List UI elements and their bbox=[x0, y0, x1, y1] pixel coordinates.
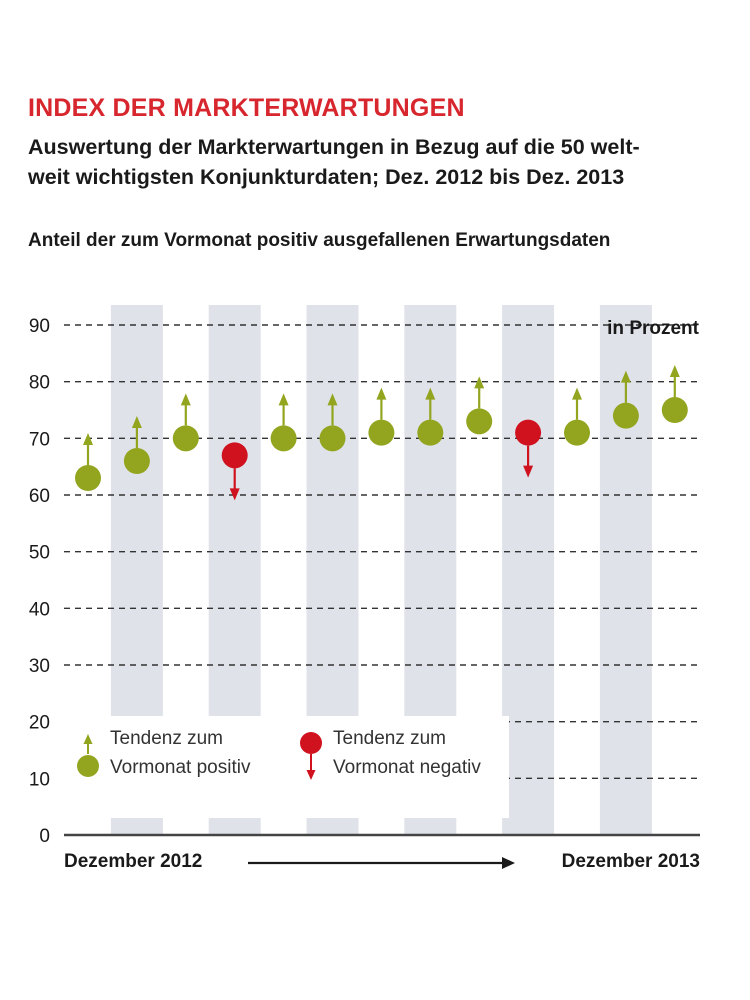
trend-up-arrow-head bbox=[131, 416, 142, 428]
data-point-marker bbox=[368, 419, 395, 446]
chart-title: INDEX DER MARKTERWARTUNGEN bbox=[28, 94, 465, 122]
trend-down-arrow-head bbox=[523, 465, 534, 478]
y-tick-label: 20 bbox=[29, 713, 50, 734]
data-point-marker bbox=[466, 408, 493, 435]
data-point-up bbox=[368, 387, 395, 446]
data-point-marker bbox=[661, 397, 688, 423]
y-tick-label: 90 bbox=[29, 316, 50, 337]
x-start-label: Dezember 2012 bbox=[64, 851, 203, 872]
data-point-marker bbox=[172, 425, 199, 452]
y-tick-label: 30 bbox=[29, 656, 50, 677]
data-point-marker bbox=[612, 402, 639, 429]
y-tick-label: 80 bbox=[29, 373, 50, 394]
trend-up-arrow-head bbox=[474, 376, 485, 389]
trend-up-arrow-head bbox=[180, 393, 191, 406]
data-point-marker bbox=[75, 465, 101, 491]
trend-up-arrow-head bbox=[83, 433, 93, 445]
data-point-down bbox=[515, 419, 542, 478]
legend-positive-marker bbox=[77, 755, 99, 777]
data-point-up bbox=[466, 376, 493, 435]
trend-up-arrow-head bbox=[327, 393, 338, 406]
data-point-marker bbox=[123, 448, 150, 474]
data-point-up bbox=[564, 387, 590, 446]
trend-up-arrow-head bbox=[376, 387, 387, 400]
trend-up-arrow-head bbox=[278, 393, 289, 406]
data-point-up bbox=[319, 393, 346, 452]
unit-label: in Prozent bbox=[607, 318, 700, 339]
legend-label-line1: Tendenz zum bbox=[110, 728, 223, 749]
legend-label-line2: Vormonat positiv bbox=[110, 757, 251, 778]
legend-down-arrowhead-icon bbox=[306, 770, 316, 780]
scatter-chart: 0 10 20 30 40 50 60 70 80 90 in Prozent Tendenz zum… bbox=[29, 305, 700, 847]
trend-up-arrow-head bbox=[669, 365, 680, 377]
y-tick-label: 40 bbox=[29, 599, 50, 620]
data-point-up bbox=[612, 370, 639, 429]
data-point-marker bbox=[564, 419, 590, 446]
data-point-up bbox=[172, 393, 199, 452]
y-tick-label: 10 bbox=[29, 769, 50, 790]
y-tick-label: 70 bbox=[29, 429, 50, 450]
chart-subtitle: Auswertung der Markterwartungen in Bezug… bbox=[28, 132, 728, 192]
data-point-up bbox=[75, 433, 101, 491]
x-end-label: Dezember 2013 bbox=[561, 851, 700, 872]
subtitle-line-1: Auswertung der Markterwartungen in Bezug… bbox=[28, 135, 640, 159]
legend-up-arrowhead-icon bbox=[83, 734, 93, 744]
y-tick-label: 50 bbox=[29, 543, 50, 564]
legend-background bbox=[64, 716, 509, 818]
trend-down-arrow-head bbox=[229, 488, 240, 501]
data-point-up bbox=[417, 387, 444, 446]
data-point-up bbox=[123, 416, 150, 474]
y-tick-label: 60 bbox=[29, 486, 50, 507]
trend-up-arrow-head bbox=[572, 387, 582, 400]
data-point-marker bbox=[515, 419, 542, 446]
data-point-down bbox=[221, 442, 248, 501]
data-point-marker bbox=[417, 419, 444, 446]
time-arrow-icon bbox=[248, 857, 515, 869]
data-point-up bbox=[661, 365, 688, 423]
legend-negative-marker bbox=[300, 732, 322, 754]
data-point-marker bbox=[221, 442, 248, 469]
subtitle-line-2: weit wichtigsten Konjunkturdaten; Dez. 2… bbox=[28, 165, 625, 189]
data-point-marker bbox=[270, 425, 297, 452]
month-band bbox=[502, 305, 555, 835]
trend-up-arrow-head bbox=[620, 370, 631, 383]
y-tick-label: 0 bbox=[39, 826, 50, 847]
data-point-up bbox=[270, 393, 297, 452]
legend-label-line1: Tendenz zum bbox=[333, 728, 446, 749]
data-point-marker bbox=[319, 425, 346, 452]
trend-up-arrow-head bbox=[425, 387, 436, 400]
legend-label-line2: Vormonat negativ bbox=[333, 757, 481, 778]
chart-heading: Anteil der zum Vormonat positiv ausgefal… bbox=[28, 230, 611, 251]
